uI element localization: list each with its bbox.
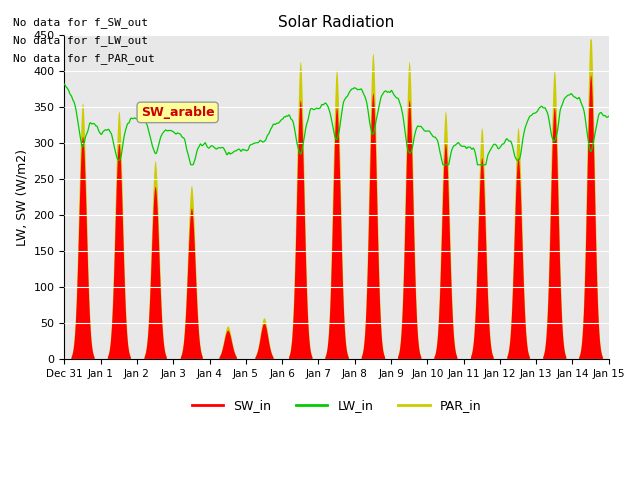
Text: No data for f_LW_out: No data for f_LW_out — [13, 35, 148, 46]
Y-axis label: LW, SW (W/m2): LW, SW (W/m2) — [15, 149, 28, 246]
Text: No data for f_PAR_out: No data for f_PAR_out — [13, 53, 154, 64]
Text: SW_arable: SW_arable — [141, 106, 214, 119]
Text: No data for f_SW_out: No data for f_SW_out — [13, 17, 148, 28]
Title: Solar Radiation: Solar Radiation — [278, 15, 395, 30]
Legend: SW_in, LW_in, PAR_in: SW_in, LW_in, PAR_in — [187, 395, 486, 418]
